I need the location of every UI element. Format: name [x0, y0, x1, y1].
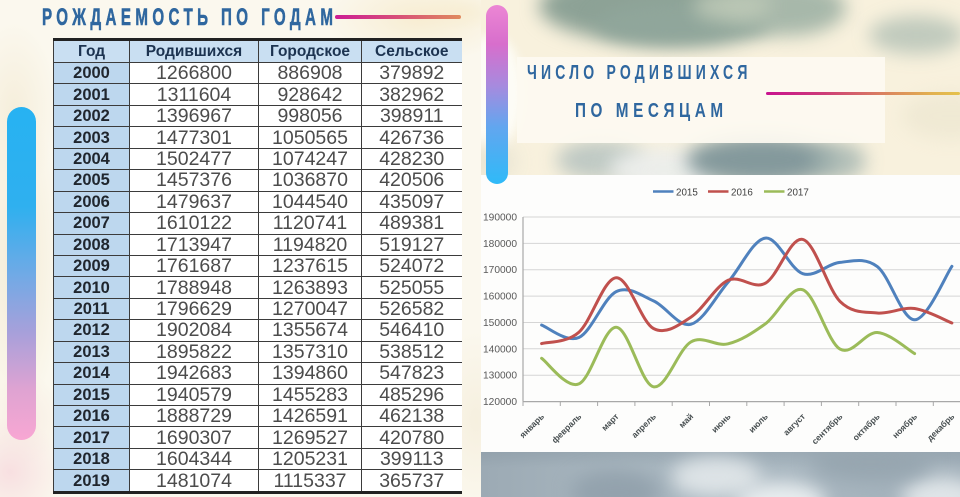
svg-text:декабрь: декабрь: [925, 411, 957, 443]
svg-text:июль: июль: [747, 411, 770, 434]
svg-text:140000: 140000: [483, 344, 517, 355]
svg-text:120000: 120000: [483, 397, 517, 408]
svg-text:январь: январь: [518, 411, 547, 440]
svg-text:май: май: [677, 411, 695, 429]
svg-text:150000: 150000: [483, 318, 517, 329]
svg-text:февраль: февраль: [550, 411, 584, 445]
svg-text:апрель: апрель: [629, 411, 658, 440]
svg-text:2017: 2017: [787, 188, 809, 199]
svg-text:180000: 180000: [483, 239, 517, 250]
svg-text:ноябрь: ноябрь: [890, 411, 919, 440]
svg-text:190000: 190000: [483, 213, 517, 224]
svg-text:июнь: июнь: [709, 411, 732, 434]
svg-text:август: август: [781, 411, 807, 437]
svg-text:170000: 170000: [483, 265, 517, 276]
svg-text:160000: 160000: [483, 292, 517, 303]
svg-text:130000: 130000: [483, 371, 517, 382]
svg-text:октябрь: октябрь: [850, 411, 881, 442]
svg-text:март: март: [599, 411, 620, 432]
svg-text:2015: 2015: [676, 188, 698, 199]
svg-text:2016: 2016: [731, 188, 753, 199]
svg-text:сентябрь: сентябрь: [810, 411, 845, 446]
